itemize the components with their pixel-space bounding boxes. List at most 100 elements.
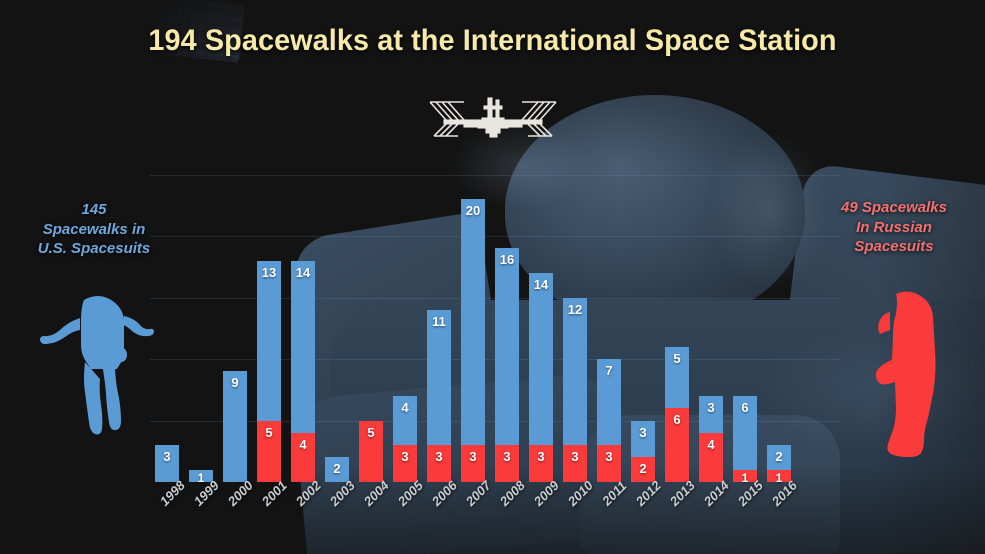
- bar-segment-us[interactable]: 1: [189, 469, 213, 485]
- bar-segment-russian[interactable]: 3: [461, 445, 485, 482]
- gridline: [150, 174, 840, 176]
- bar-segment-russian[interactable]: 3: [529, 445, 553, 482]
- x-axis-tick: 1998: [150, 478, 188, 550]
- bar-segment-us[interactable]: 4: [393, 395, 417, 446]
- x-axis-tick: 2009: [524, 478, 562, 550]
- bar-column[interactable]: 3: [150, 445, 184, 482]
- bar-segment-russian[interactable]: 4: [699, 432, 723, 482]
- us-annotation-line3: U.S. Spacesuits: [37, 240, 151, 257]
- x-axis-tick: 2011: [592, 478, 629, 550]
- bar-segment-us-value: 13: [261, 264, 277, 280]
- x-axis-tick: 2012: [626, 478, 664, 550]
- x-axis-tick: 1999: [184, 478, 222, 550]
- russian-spacesuits-annotation: 49 Spacewalks In Russian Spacesuits: [810, 198, 978, 257]
- x-axis-label: 2016: [768, 477, 800, 509]
- bar-segment-us-value: 1: [197, 470, 205, 485]
- us-annotation-count: 145: [81, 201, 107, 218]
- x-axis-tick: 2000: [218, 478, 256, 550]
- bar-segment-us[interactable]: 12: [563, 297, 587, 446]
- bar-column[interactable]: 20 3: [456, 199, 490, 482]
- bar-segment-us[interactable]: 16: [495, 248, 519, 446]
- bar-column[interactable]: 14 4: [286, 260, 320, 482]
- bar-segment-us[interactable]: 2: [767, 445, 791, 470]
- bar-segment-russian[interactable]: 5: [359, 420, 383, 482]
- bar-segment-russian[interactable]: 4: [291, 432, 315, 482]
- x-axis-tick: 2001: [252, 478, 290, 550]
- bar-segment-russian[interactable]: 3: [597, 445, 621, 482]
- bar-column[interactable]: 13 5: [252, 260, 286, 482]
- bar-segment-us-value: 3: [163, 449, 171, 465]
- spacewalks-stacked-bar-chart: 3 1 9 13 5 14 4 2 5 4 3 11 3 20 3 16 3 14 3 12 3 7 3 3 2 5 6 3 4 6 1 2 1…: [150, 150, 840, 550]
- bar-column[interactable]: 9: [218, 371, 252, 482]
- bar-segment-us[interactable]: 3: [155, 445, 179, 482]
- bar-segment-russian[interactable]: 1: [767, 469, 791, 485]
- bar-segment-russian[interactable]: 6: [665, 408, 689, 482]
- bar-segment-russian[interactable]: 2: [631, 457, 655, 482]
- x-axis-tick: 2005: [388, 478, 426, 550]
- bar-column[interactable]: 14 3: [524, 272, 558, 482]
- x-axis-tick: 2003: [320, 478, 358, 550]
- bar-segment-russian[interactable]: 5: [257, 420, 281, 482]
- bar-segment-us[interactable]: 3: [699, 395, 723, 433]
- bar-segment-russian[interactable]: 3: [495, 445, 519, 482]
- us-spacesuits-annotation: 145 Spacewalks in U.S. Spacesuits: [10, 200, 178, 259]
- bar-segment-russian-value: 4: [299, 436, 307, 452]
- chart-bars: 3 1 9 13 5 14 4 2 5 4 3 11 3 20 3 16 3 14 3 12 3 7 3 3 2 5 6 3 4 6 1 2 1: [150, 150, 840, 485]
- bar-segment-us-value: 4: [401, 399, 409, 415]
- x-axis-label: 2011: [599, 478, 630, 509]
- bar-segment-us[interactable]: 14: [291, 260, 315, 433]
- x-axis-tick: 2006: [422, 478, 460, 550]
- bar-segment-russian-value: 3: [435, 449, 443, 465]
- bar-column[interactable]: 16 3: [490, 248, 524, 482]
- x-axis-tick: 2008: [490, 478, 528, 550]
- bar-column[interactable]: 11 3: [422, 309, 456, 482]
- x-axis-tick: 2014: [694, 478, 732, 550]
- bar-segment-us[interactable]: 5: [665, 346, 689, 409]
- astronaut-us-silhouette-icon: [40, 288, 160, 438]
- bar-segment-russian-value: 1: [741, 470, 749, 485]
- bar-segment-us[interactable]: 7: [597, 359, 621, 446]
- bar-segment-us[interactable]: 11: [427, 309, 451, 446]
- page-title: 194 Spacewalks at the International Spac…: [148, 24, 837, 57]
- chart-plot-area: 3 1 9 13 5 14 4 2 5 4 3 11 3 20 3 16 3 14 3 12 3 7 3 3 2 5 6 3 4 6 1 2 1: [150, 150, 840, 485]
- bar-segment-us[interactable]: 3: [631, 420, 655, 458]
- bar-column[interactable]: 2: [320, 457, 354, 482]
- bar-segment-russian-value: 4: [707, 436, 715, 452]
- x-axis-tick: 2016: [762, 478, 800, 550]
- bar-column[interactable]: 1: [184, 469, 218, 485]
- bar-segment-us-value: 12: [567, 301, 583, 317]
- x-axis-tick: 2015: [728, 478, 766, 550]
- bar-segment-russian-value: 3: [469, 449, 477, 465]
- bar-segment-russian[interactable]: 3: [427, 445, 451, 482]
- ru-annotation-line3: Spacesuits: [854, 238, 934, 255]
- bar-segment-russian[interactable]: 3: [563, 445, 587, 482]
- bar-column[interactable]: 5: [354, 420, 388, 482]
- bar-segment-russian[interactable]: 3: [393, 445, 417, 482]
- bar-segment-us-value: 9: [231, 375, 239, 391]
- bar-segment-russian-value: 3: [571, 449, 579, 465]
- bar-segment-us[interactable]: 20: [461, 199, 485, 446]
- ru-annotation-line1: 49 Spacewalks: [841, 199, 947, 216]
- bar-segment-us[interactable]: 14: [529, 272, 553, 446]
- bar-segment-us[interactable]: 6: [733, 395, 757, 470]
- bar-segment-us[interactable]: 2: [325, 457, 349, 482]
- bar-segment-us[interactable]: 9: [223, 371, 247, 482]
- bar-segment-us-value: 2: [775, 449, 783, 465]
- bar-segment-us[interactable]: 13: [257, 260, 281, 421]
- bar-segment-russian[interactable]: 1: [733, 469, 757, 485]
- x-axis-tick: 2013: [660, 478, 698, 550]
- bar-segment-us-value: 16: [499, 252, 515, 268]
- bar-column[interactable]: 12 3: [558, 297, 592, 482]
- bar-segment-us-value: 7: [605, 363, 613, 379]
- ru-annotation-line2: In Russian: [856, 218, 932, 236]
- bar-segment-russian-value: 3: [401, 449, 409, 465]
- bar-segment-russian-value: 1: [775, 470, 783, 485]
